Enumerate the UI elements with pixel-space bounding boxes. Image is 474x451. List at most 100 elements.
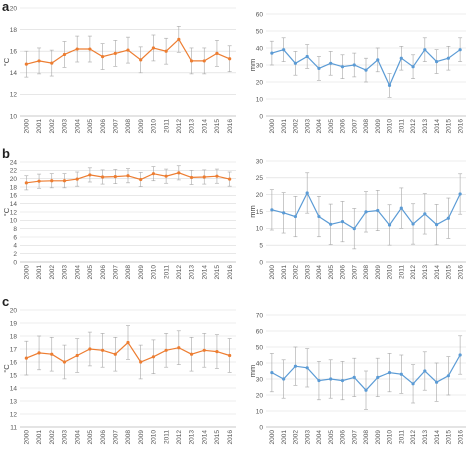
x-tick-label: 2004 xyxy=(316,265,323,280)
x-tick-label: 2009 xyxy=(138,430,145,445)
x-tick-label: 2005 xyxy=(87,265,94,280)
y-tick-label: 12 xyxy=(10,411,18,418)
x-tick-label: 2012 xyxy=(410,265,417,280)
y-tick-label: 14 xyxy=(10,70,18,77)
x-tick-label: 2014 xyxy=(201,119,208,134)
x-tick-label: 2006 xyxy=(340,265,347,280)
x-tick-label: 2002 xyxy=(49,430,56,445)
x-tick-label: 2007 xyxy=(351,265,358,280)
data-point xyxy=(376,208,380,213)
y-axis-label: °C xyxy=(2,364,11,373)
y-tick-label: 40 xyxy=(256,45,264,52)
data-point xyxy=(434,223,439,227)
x-tick-label: 2015 xyxy=(214,265,221,280)
y-tick-label: 18 xyxy=(10,27,18,34)
data-point xyxy=(50,352,54,356)
x-tick-label: 2002 xyxy=(293,430,300,445)
x-tick-label: 2010 xyxy=(151,119,158,134)
y-tick-label: 20 xyxy=(256,392,264,399)
x-tick-label: 2011 xyxy=(163,430,170,444)
data-point xyxy=(88,173,92,177)
y-tick-label: 5 xyxy=(259,242,263,249)
x-tick-label: 2010 xyxy=(151,265,158,280)
data-point xyxy=(411,65,415,69)
data-point xyxy=(293,214,298,219)
x-tick-label: 2004 xyxy=(74,265,81,280)
data-point xyxy=(458,48,462,52)
y-tick-label: 10 xyxy=(256,408,264,415)
y-tick-label: 19 xyxy=(10,320,18,327)
x-tick-label: 2016 xyxy=(457,119,464,134)
x-tick-label: 2004 xyxy=(316,119,323,134)
x-tick-label: 2013 xyxy=(422,119,429,134)
data-point xyxy=(215,51,219,55)
data-point xyxy=(215,174,219,178)
data-point xyxy=(75,177,79,181)
data-point xyxy=(164,174,168,178)
data-point xyxy=(75,47,79,51)
y-tick-label: 24 xyxy=(10,159,18,166)
data-point xyxy=(113,174,117,179)
x-tick-label: 2012 xyxy=(176,119,183,134)
x-tick-label: 2003 xyxy=(62,119,69,134)
x-tick-label: 2006 xyxy=(100,265,107,280)
y-tick-label: 60 xyxy=(256,328,264,335)
y-tick-label: 20 xyxy=(10,176,18,183)
x-tick-label: 2000 xyxy=(24,265,31,280)
data-point xyxy=(364,210,368,214)
y-tick-label: 20 xyxy=(256,192,264,199)
y-tick-label: 11 xyxy=(10,424,17,431)
y-tick-label: 30 xyxy=(256,62,264,69)
y-tick-label: 30 xyxy=(256,376,264,383)
data-point xyxy=(387,223,392,227)
x-tick-label: 2011 xyxy=(163,119,170,133)
x-tick-label: 2013 xyxy=(422,265,429,280)
x-tick-label: 2007 xyxy=(351,430,358,445)
x-tick-label: 2013 xyxy=(189,265,196,280)
panel-letter-b: b xyxy=(2,146,10,161)
x-tick-label: 2006 xyxy=(100,119,107,134)
y-tick-label: 2 xyxy=(13,251,17,258)
x-tick-label: 2008 xyxy=(125,430,132,445)
data-point xyxy=(387,83,392,87)
data-point xyxy=(305,54,309,59)
data-point xyxy=(113,51,117,55)
x-tick-label: 2004 xyxy=(74,119,81,134)
x-tick-label: 2001 xyxy=(281,265,288,280)
y-tick-label: 8 xyxy=(13,226,17,233)
data-point xyxy=(352,375,356,379)
data-point xyxy=(446,374,450,378)
y-tick-label: 13 xyxy=(10,398,18,405)
data-point xyxy=(202,59,206,63)
x-tick-label: 2016 xyxy=(227,119,234,134)
data-point xyxy=(352,63,356,67)
x-tick-label: 2008 xyxy=(363,430,370,445)
data-point xyxy=(423,212,427,216)
y-tick-label: 0 xyxy=(13,259,17,266)
y-tick-label: 14 xyxy=(10,201,18,208)
y-tick-label: 0 xyxy=(259,259,263,266)
data-point xyxy=(293,364,298,368)
data-point xyxy=(139,177,143,182)
y-tick-label: 16 xyxy=(10,359,18,366)
x-tick-label: 2007 xyxy=(112,430,119,445)
data-point xyxy=(387,371,392,375)
chart-b-precipitation: 0 5 10 15 20 25 30 mm 2000 2001 2002 2003 2004 2005 20… xyxy=(248,158,466,279)
data-point xyxy=(364,68,368,72)
data-point xyxy=(151,172,156,176)
data-point xyxy=(458,192,462,196)
data-point xyxy=(317,214,321,219)
data-point xyxy=(37,179,41,183)
chart-c-temperature: 11 12 13 14 15 16 17 18 19 20 °C 2000 2001 2002 2003 20… xyxy=(2,307,236,444)
y-tick-label: 25 xyxy=(256,175,264,182)
data-point xyxy=(376,58,380,62)
data-point xyxy=(215,350,219,354)
data-point xyxy=(458,353,462,357)
data-point xyxy=(100,348,105,352)
x-tick-label: 2016 xyxy=(227,265,234,280)
x-tick-label: 2013 xyxy=(422,430,429,445)
data-point xyxy=(329,377,333,381)
y-axis-label: mm xyxy=(248,205,257,218)
data-point xyxy=(88,347,92,351)
